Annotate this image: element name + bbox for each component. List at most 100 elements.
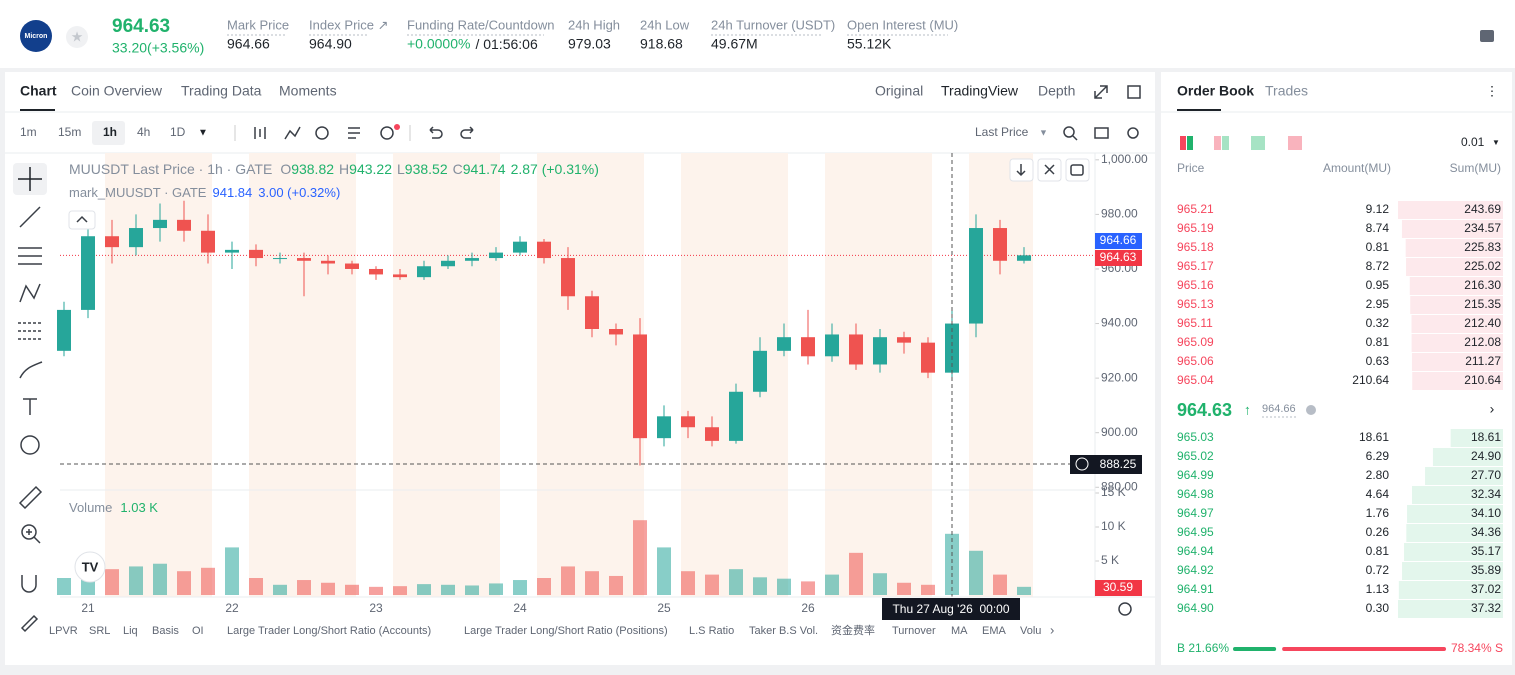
ob-sum: 215.35 [1464,297,1501,311]
indicator[interactable]: Liq [123,625,138,637]
tv-logo-text: TV [82,559,99,574]
indicator[interactable]: Taker B.S Vol. [749,625,818,637]
ob-price[interactable]: 965.19 [1177,221,1214,235]
interval[interactable]: 1h [103,125,117,139]
stat-value: 49.67M [711,36,758,52]
candle-body [945,323,959,373]
l-label: L [397,161,405,177]
chevron[interactable]: › [1490,401,1495,417]
volume-bar [273,584,287,595]
fullscreen-icon[interactable] [1094,85,1108,99]
interval[interactable]: 1m [20,125,37,139]
ob-sum: 27.70 [1471,468,1501,482]
more[interactable]: ⋮ [1486,83,1499,98]
ob-price[interactable]: 965.13 [1177,297,1214,311]
book-icon[interactable] [1480,30,1494,42]
ob-price[interactable]: 965.06 [1177,354,1214,368]
ob-price[interactable]: 965.21 [1177,202,1214,216]
stat-value: 979.03 [568,36,611,52]
volume-bar [945,533,959,595]
tab[interactable]: Chart [20,83,57,99]
indicator[interactable]: 资金费率 [831,623,875,637]
volume-bar [1017,586,1031,595]
y-tick-label: 1,000.00 [1101,152,1148,166]
indicator[interactable]: Basis [152,625,179,637]
candle-body [1017,255,1031,261]
ob-price[interactable]: 965.02 [1177,449,1214,463]
close: 941.74 [463,161,506,177]
depth-bar [1410,296,1503,314]
candle-body [729,391,743,441]
indicator[interactable]: Volu [1020,625,1041,637]
ob-price[interactable]: 965.04 [1177,373,1214,387]
indicator[interactable]: MA [951,625,968,637]
ob-amount: 0.30 [1366,601,1390,615]
plus-icon[interactable] [1075,457,1089,471]
view[interactable]: Original [875,83,923,99]
tab[interactable]: Coin Overview [71,83,163,99]
candle-body [465,258,479,261]
settings-icon[interactable] [1118,602,1132,616]
indicator[interactable]: EMA [982,625,1007,637]
ob-price[interactable]: 965.17 [1177,259,1214,273]
ob-price[interactable]: 965.09 [1177,335,1214,349]
y-tick-label: 15 K [1101,485,1126,499]
buy-ratio-bar [1233,647,1277,651]
ob-price[interactable]: 964.97 [1177,506,1214,520]
volume-bar [345,584,359,595]
volume-bar [801,581,815,595]
indicator[interactable]: OI [192,625,204,637]
interval[interactable]: 1D [170,125,186,139]
mark-change: 3.00 (+0.32%) [258,185,340,200]
ob-price[interactable]: 964.90 [1177,601,1214,615]
y-tick-label: 920.00 [1101,370,1138,384]
ob-tab[interactable]: Order Book [1177,83,1254,99]
candle-body [897,337,911,343]
ob-price[interactable]: 964.92 [1177,563,1214,577]
view[interactable]: Depth [1038,83,1075,99]
ob-price[interactable]: 965.11 [1177,316,1213,330]
volume-bar [849,552,863,595]
indicator[interactable]: L.S Ratio [689,625,734,637]
window-icon[interactable] [1127,85,1141,99]
volume-bar [513,580,527,595]
ob-price[interactable]: 964.95 [1177,525,1214,539]
favorite[interactable] [66,26,88,48]
ob-sum: 225.02 [1464,259,1501,273]
ob-price[interactable]: 964.98 [1177,487,1214,501]
ob-price[interactable]: 965.03 [1177,430,1214,444]
volume-bar [201,567,215,595]
indicator[interactable]: Large Trader Long/Short Ratio (Accounts) [227,625,431,637]
tab[interactable]: Trading Data [181,83,262,99]
ob-price[interactable]: 965.18 [1177,240,1214,254]
trades-tab[interactable]: Trades [1265,83,1308,99]
ob-amount: 0.32 [1366,316,1390,330]
tab[interactable]: Moments [279,83,337,99]
interval-more[interactable]: ▼ [198,128,208,139]
star: ★ [71,29,84,45]
volume-bar [561,566,575,595]
indicator[interactable]: Large Trader Long/Short Ratio (Positions… [464,625,668,637]
stat-label: Open Interest (MU) [847,17,958,32]
precision[interactable]: 0.01 [1461,135,1485,149]
candle-body [417,266,431,278]
candle-body [681,416,695,428]
legend-title: MUUSDT Last Price · 1h · GATE [69,161,272,177]
indicator[interactable]: Turnover [892,625,936,637]
h-label: H [339,161,349,177]
stat-value2: / 01:56:06 [475,36,537,52]
interval[interactable]: 4h [137,125,150,139]
indicator[interactable]: SRL [89,625,110,637]
ob-price[interactable]: 965.16 [1177,278,1214,292]
ob-price[interactable]: 964.99 [1177,468,1214,482]
view[interactable]: TradingView [941,83,1019,99]
ob-price[interactable]: 964.91 [1177,582,1214,596]
ob-sum: 24.90 [1471,449,1501,463]
indicator[interactable]: LPVR [49,625,78,637]
price-source[interactable]: Last Price [975,125,1029,139]
depth-bar [1432,448,1503,466]
ob-price[interactable]: 964.94 [1177,544,1214,558]
volume-tag-text: 30.59 [1103,580,1133,594]
interval[interactable]: 15m [58,125,81,139]
